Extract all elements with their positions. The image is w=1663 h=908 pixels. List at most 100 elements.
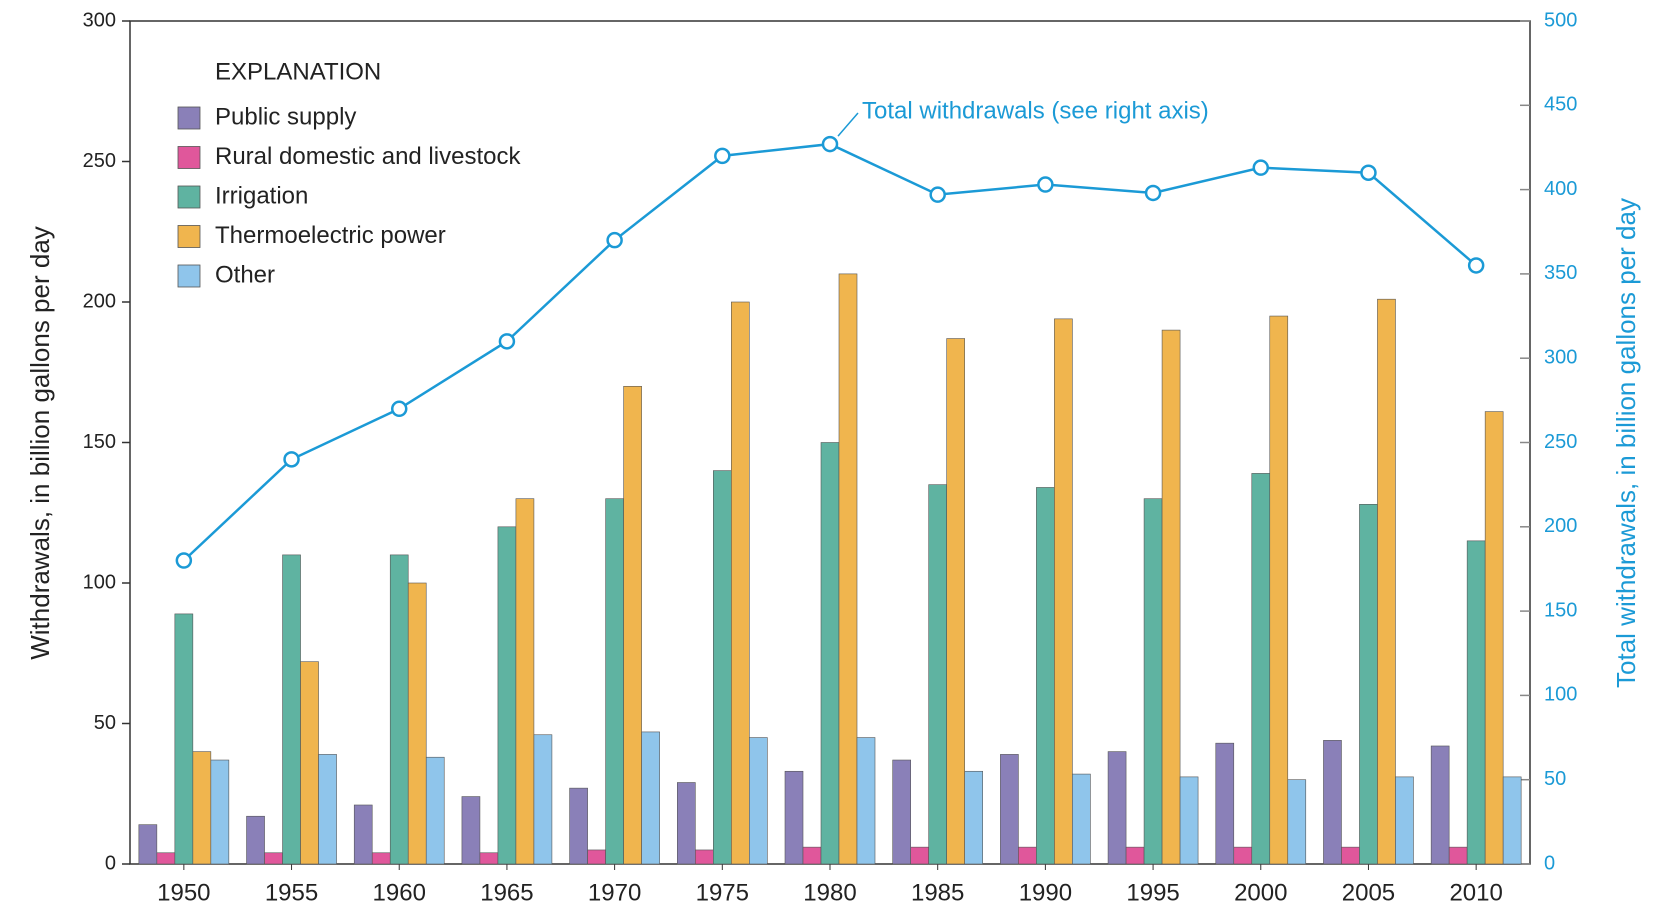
y2-tick-label: 0 [1544,852,1555,874]
legend-label: Other [215,261,275,288]
bar [569,787,588,865]
bar [479,852,499,865]
bar [1395,776,1414,865]
y-tick-label: 100 [83,571,116,593]
y-tick-label: 50 [94,712,116,734]
bar [461,796,481,865]
y2-tick-label: 200 [1544,515,1577,537]
bar [1233,846,1253,865]
y-tick-label: 300 [83,9,116,31]
bar [1359,504,1378,865]
bar [1448,846,1468,865]
bar [425,756,445,865]
total-point [714,147,731,165]
bar [1036,487,1055,865]
bar [641,731,660,865]
bar [1377,298,1396,865]
bar [1466,540,1486,865]
legend-swatch [177,146,201,169]
bar [946,338,965,865]
legend-swatch [177,264,201,288]
bar [1251,473,1271,865]
legend-label: Rural domestic and livestock [215,143,521,170]
bar [192,751,212,865]
bar [497,526,517,865]
bar [1143,498,1163,865]
x-tick-label: 1950 [157,879,210,906]
y-axis-label: Withdrawals, in billion gallons per day [25,226,55,660]
legend-label: Irrigation [215,182,308,209]
bar [731,301,750,865]
x-tick-label: 1965 [480,879,533,906]
bar [1502,776,1522,865]
bar [1125,846,1145,865]
bar [533,734,553,865]
x-tick-label: 2000 [1234,879,1287,906]
bar [1287,779,1307,865]
total-point [1037,176,1054,193]
bar [587,849,606,865]
bar [713,470,732,865]
x-tick-label: 2010 [1449,879,1502,906]
bar [282,554,301,865]
bar [928,484,947,865]
annotation: Total withdrawals (see right axis) [862,97,1209,124]
bar [749,737,768,865]
bar [910,846,929,865]
bar [1215,742,1235,865]
bar [856,737,876,865]
bar [1054,318,1073,865]
bar [1323,740,1342,865]
y-tick-label: 150 [83,431,116,453]
total-point [390,400,408,418]
x-tick-label: 2005 [1342,879,1395,906]
total-point [283,451,300,468]
bar [264,852,283,865]
y2-tick-label: 250 [1544,431,1577,453]
x-tick-label: 1975 [696,879,749,906]
bar [892,759,911,865]
legend-label: Public supply [215,103,356,130]
x-tick-label: 1960 [373,879,426,906]
total-point [1252,159,1270,176]
bar [371,852,391,865]
y-tick-label: 200 [83,290,116,312]
y2-tick-label: 300 [1544,346,1577,368]
bar [605,498,624,865]
total-point [821,135,839,153]
bar [300,661,319,865]
bar [389,554,409,865]
bar [802,846,822,865]
bar [1269,315,1289,865]
bar [246,815,265,865]
total-point [1144,184,1162,202]
y2-tick-label: 50 [1544,768,1566,790]
bar [138,824,158,865]
bar [353,804,373,865]
y2-tick-label: 450 [1544,94,1577,116]
y-tick-label: 0 [105,852,116,874]
bar [210,759,230,865]
bar [407,582,427,865]
bar [1161,329,1181,865]
bar [1341,846,1360,865]
bar [1000,754,1019,865]
bar [623,385,642,865]
legend-label: Thermoelectric power [215,222,446,249]
x-tick-label: 1980 [803,879,856,906]
bar [677,782,696,865]
legend-swatch [177,225,201,248]
x-tick-label: 1985 [911,879,964,906]
bar [318,754,337,865]
bar [695,849,714,865]
x-tick-label: 1990 [1019,879,1072,906]
bar [820,442,840,865]
y2-tick-label: 500 [1544,9,1577,31]
y2-tick-label: 400 [1544,178,1577,200]
annotation-leader [837,112,859,137]
x-tick-label: 1970 [588,879,641,906]
bar [1430,745,1450,865]
total-point [498,333,516,350]
total-point [929,186,946,203]
